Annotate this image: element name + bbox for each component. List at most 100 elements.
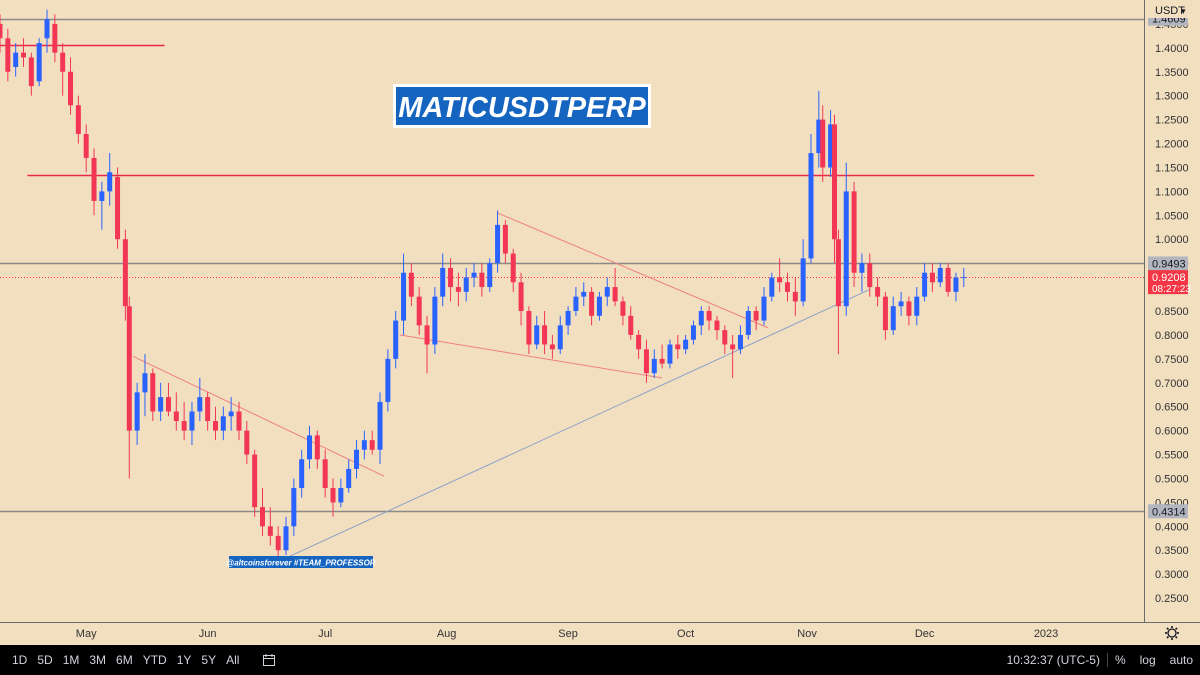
candle-body bbox=[244, 430, 250, 455]
candle-body bbox=[236, 411, 242, 431]
candle-body bbox=[448, 267, 454, 288]
candle-body bbox=[142, 373, 148, 393]
candle-body bbox=[21, 52, 27, 58]
candle-body bbox=[784, 282, 790, 292]
candle-body bbox=[75, 105, 81, 134]
range-button-6m[interactable]: 6M bbox=[116, 653, 133, 667]
candle-body bbox=[851, 191, 857, 273]
candle-body bbox=[867, 263, 873, 288]
candle-body bbox=[557, 325, 563, 350]
candle-body bbox=[52, 23, 58, 53]
currency-selector[interactable]: USDT ▾ bbox=[1146, 2, 1198, 18]
y-tick-label: 1.1500 bbox=[1155, 162, 1189, 174]
candle-body bbox=[314, 435, 320, 460]
range-button-1d[interactable]: 1D bbox=[12, 653, 28, 667]
candle-body bbox=[937, 267, 943, 283]
y-tick-label: 1.3500 bbox=[1155, 67, 1189, 79]
candle-body bbox=[5, 38, 11, 72]
candles bbox=[0, 9, 967, 565]
candle-body bbox=[463, 277, 469, 292]
auto-toggle[interactable]: auto bbox=[1169, 653, 1193, 667]
candle-body bbox=[906, 301, 912, 316]
candle-body bbox=[843, 191, 849, 307]
candle-body bbox=[322, 459, 328, 489]
candle-body bbox=[769, 277, 775, 297]
candle-body bbox=[581, 291, 587, 297]
x-tick-label: Jul bbox=[318, 628, 332, 640]
candle-body bbox=[526, 311, 532, 345]
time-axis[interactable]: May Jun Jul Aug Sep Oct Nov Dec 2023 bbox=[0, 622, 1200, 641]
range-button-1m[interactable]: 1M bbox=[62, 653, 80, 667]
svg-text:@altcoinsforever #TEAM_PROFESS: @altcoinsforever #TEAM_PROFESSOR bbox=[226, 559, 375, 568]
price-badge-countdown: 08:27:23 bbox=[1152, 284, 1191, 295]
x-tick-label: 2023 bbox=[1034, 628, 1058, 640]
candle-body bbox=[753, 311, 759, 321]
candle-body bbox=[929, 272, 935, 283]
candle-body bbox=[401, 272, 407, 321]
trendline bbox=[132, 356, 385, 477]
candle-body bbox=[44, 19, 50, 39]
settings-gear-icon[interactable] bbox=[1165, 626, 1179, 640]
candle-body bbox=[777, 277, 783, 283]
chart-title: MATICUSDTPERP bbox=[398, 92, 646, 124]
candle-body bbox=[0, 23, 3, 39]
y-tick-label: 0.2500 bbox=[1155, 593, 1189, 605]
candle-body bbox=[914, 296, 920, 316]
price-axis[interactable]: 0.25000.30000.35000.40000.45000.50000.55… bbox=[1144, 0, 1199, 622]
candle-body bbox=[134, 392, 140, 431]
candle-body bbox=[604, 287, 610, 297]
candle-body bbox=[83, 133, 89, 158]
calendar-range-icon[interactable] bbox=[262, 653, 276, 667]
candle-body bbox=[706, 311, 712, 321]
range-buttons: 1D 5D 1M 3M 6M YTD 1Y 5Y All bbox=[7, 653, 244, 667]
candle-body bbox=[835, 239, 841, 307]
y-tick-label: 1.4000 bbox=[1155, 43, 1189, 55]
percent-toggle[interactable]: % bbox=[1114, 653, 1126, 667]
chart-title-box: MATICUSDTPERP bbox=[393, 84, 651, 128]
range-button-1y[interactable]: 1Y bbox=[176, 653, 192, 667]
y-tick-label: 0.6000 bbox=[1155, 426, 1189, 438]
candle-body bbox=[291, 488, 297, 527]
candle-body bbox=[828, 124, 834, 168]
candle-body bbox=[432, 296, 438, 345]
trendline bbox=[497, 212, 769, 329]
currency-label: USDT bbox=[1155, 5, 1185, 17]
candle-body bbox=[659, 358, 665, 364]
candle-body bbox=[361, 440, 367, 450]
range-button-5d[interactable]: 5D bbox=[37, 653, 53, 667]
candle-body bbox=[890, 306, 896, 331]
candle-body bbox=[173, 411, 179, 422]
trendlines bbox=[132, 212, 870, 561]
candle-body bbox=[369, 440, 375, 450]
candle-body bbox=[99, 191, 105, 201]
x-tick-label: Jun bbox=[199, 628, 217, 640]
y-tick-label: 0.8500 bbox=[1155, 306, 1189, 318]
candle-body bbox=[275, 535, 281, 551]
range-button-3m[interactable]: 3M bbox=[89, 653, 107, 667]
candle-body bbox=[60, 52, 66, 72]
candle-body bbox=[542, 325, 548, 345]
separator bbox=[1106, 653, 1108, 667]
candle-body bbox=[792, 291, 798, 302]
candle-body bbox=[220, 416, 226, 431]
candle-body bbox=[126, 306, 132, 431]
candle-body bbox=[228, 411, 234, 417]
time-display[interactable]: 10:32:37 (UTC-5) bbox=[1006, 653, 1100, 667]
range-button-5y[interactable]: 5Y bbox=[201, 653, 217, 667]
candle-body bbox=[698, 311, 704, 326]
candle-body bbox=[91, 157, 97, 201]
horizontal-levels bbox=[0, 18, 1144, 513]
log-toggle[interactable]: log bbox=[1139, 653, 1156, 667]
candle-body bbox=[267, 526, 273, 536]
candle-body bbox=[416, 296, 422, 326]
candle-body bbox=[212, 421, 218, 431]
trendline bbox=[281, 289, 870, 561]
candle-body bbox=[330, 488, 336, 503]
range-button-all[interactable]: All bbox=[226, 653, 240, 667]
candle-body bbox=[667, 344, 673, 364]
candle-body bbox=[651, 358, 657, 374]
price-badge bbox=[1148, 504, 1188, 519]
price-chart[interactable]: 0.25000.30000.35000.40000.45000.50000.55… bbox=[0, 0, 1200, 645]
candle-body bbox=[534, 325, 540, 345]
range-button-ytd[interactable]: YTD bbox=[142, 653, 167, 667]
